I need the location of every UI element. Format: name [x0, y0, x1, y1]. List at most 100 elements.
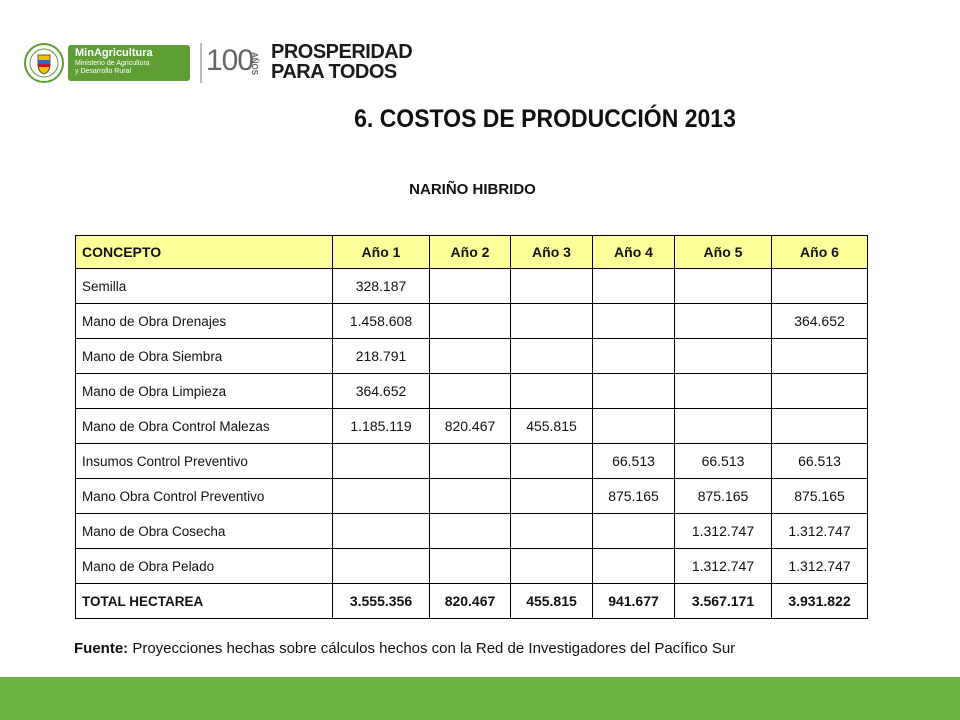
value-cell-year-3 [510, 513, 593, 549]
value-cell-year-4: 941.677 [592, 583, 675, 619]
value-cell-year-3 [510, 373, 593, 409]
concept-cell: Semilla [75, 268, 333, 304]
value-cell-year-4 [592, 268, 675, 304]
value-cell-year-5: 875.165 [674, 478, 772, 514]
column-header-year-3: Año 3 [510, 235, 593, 269]
column-header-year-1: Año 1 [332, 235, 430, 269]
ministry-line1: Ministerio de Agricultura [75, 60, 150, 67]
value-cell-year-3: 455.815 [510, 408, 593, 444]
table-row: Mano de Obra Limpieza 364.652 [75, 373, 868, 409]
ministry-line2: y Desarrollo Rural [75, 68, 132, 75]
value-cell-year-1: 328.187 [332, 268, 430, 304]
value-cell-year-1: 1.458.608 [332, 303, 430, 339]
column-header-concept: CONCEPTO [75, 235, 333, 269]
value-cell-year-5 [674, 338, 772, 374]
value-cell-year-2: 820.467 [429, 408, 511, 444]
value-cell-year-1 [332, 443, 430, 479]
source-label: Fuente: [74, 640, 129, 657]
value-cell-year-2 [429, 513, 511, 549]
value-cell-year-4 [592, 513, 675, 549]
table-header-row: CONCEPTO Año 1 Año 2 Año 3 Año 4 Año 5 Año 6 [75, 235, 868, 269]
concept-cell: Mano de Obra Siembra [75, 338, 333, 374]
value-cell-year-5: 66.513 [674, 443, 772, 479]
logo-divider [200, 43, 202, 83]
value-cell-year-3 [510, 478, 593, 514]
value-cell-year-6 [771, 338, 868, 374]
concept-cell: Mano de Obra Drenajes [75, 303, 333, 339]
value-cell-year-3: 455.815 [510, 583, 593, 619]
value-cell-year-2 [429, 478, 511, 514]
table-row: Mano de Obra Cosecha 1.312.747 1.312.747 [75, 513, 868, 549]
value-cell-year-4 [592, 373, 675, 409]
value-cell-year-1 [332, 548, 430, 584]
table-row: Insumos Control Preventivo 66.513 66.513 66… [75, 443, 868, 479]
centenary-number: 100 [206, 44, 254, 77]
ministry-name: MinAgricultura [75, 47, 153, 59]
value-cell-year-3 [510, 268, 593, 304]
value-cell-year-6: 1.312.747 [771, 513, 868, 549]
value-cell-year-2 [429, 268, 511, 304]
value-cell-year-4: 66.513 [592, 443, 675, 479]
table-row: Mano de Obra Control Malezas 1.185.119 820… [75, 408, 868, 444]
value-cell-year-5 [674, 373, 772, 409]
concept-cell: Mano de Obra Control Malezas [75, 408, 333, 444]
value-cell-year-1: 3.555.356 [332, 583, 430, 619]
slogan-line2: PARA TODOS [271, 61, 397, 83]
table-row: Mano de Obra Pelado 1.312.747 1.312.747 [75, 548, 868, 584]
value-cell-year-6: 66.513 [771, 443, 868, 479]
page-subtitle: NARIÑO HIBRIDO [409, 181, 536, 198]
column-header-year-5: Año 5 [674, 235, 772, 269]
value-cell-year-1 [332, 478, 430, 514]
value-cell-year-4 [592, 338, 675, 374]
costs-table: CONCEPTO Año 1 Año 2 Año 3 Año 4 Año 5 Año 6 S… [75, 235, 868, 619]
concept-cell: Mano de Obra Cosecha [75, 513, 333, 549]
ministry-logo: MinAgricultura Ministerio de Agricultura… [68, 45, 190, 81]
table-row: Semilla 328.187 [75, 268, 868, 304]
table-row: Mano de Obra Siembra 218.791 [75, 338, 868, 374]
concept-cell: Insumos Control Preventivo [75, 443, 333, 479]
value-cell-year-6 [771, 408, 868, 444]
value-cell-year-2: 820.467 [429, 583, 511, 619]
value-cell-year-3 [510, 338, 593, 374]
source-text: Proyecciones hechas sobre cálculos hecho… [128, 640, 736, 657]
value-cell-year-4 [592, 408, 675, 444]
value-cell-year-1: 364.652 [332, 373, 430, 409]
value-cell-year-4: 875.165 [592, 478, 675, 514]
concept-cell: Mano Obra Control Preventivo [75, 478, 333, 514]
value-cell-year-5: 1.312.747 [674, 513, 772, 549]
value-cell-year-5 [674, 303, 772, 339]
value-cell-year-2 [429, 548, 511, 584]
value-cell-year-5: 1.312.747 [674, 548, 772, 584]
value-cell-year-4 [592, 303, 675, 339]
value-cell-year-6: 875.165 [771, 478, 868, 514]
value-cell-year-2 [429, 338, 511, 374]
footer-bar [0, 677, 960, 720]
value-cell-year-5 [674, 268, 772, 304]
table-row: Mano de Obra Drenajes 1.458.608 364.652 [75, 303, 868, 339]
table-row: Mano Obra Control Preventivo 875.165 875.1… [75, 478, 868, 514]
value-cell-year-4 [592, 548, 675, 584]
value-cell-year-6: 364.652 [771, 303, 868, 339]
concept-cell: Mano de Obra Limpieza [75, 373, 333, 409]
prosperity-logo: PROSPERIDAD PARA TODOS [271, 41, 413, 83]
coat-of-arms-icon [24, 43, 64, 83]
value-cell-year-5 [674, 408, 772, 444]
concept-cell: TOTAL HECTAREA [75, 583, 333, 619]
total-row: TOTAL HECTAREA 3.555.356 820.467 455.815 941… [75, 583, 868, 619]
column-header-year-6: Año 6 [771, 235, 868, 269]
value-cell-year-2 [429, 443, 511, 479]
value-cell-year-1: 1.185.119 [332, 408, 430, 444]
value-cell-year-3 [510, 443, 593, 479]
value-cell-year-2 [429, 303, 511, 339]
value-cell-year-6: 3.931.822 [771, 583, 868, 619]
value-cell-year-6: 1.312.747 [771, 548, 868, 584]
value-cell-year-3 [510, 548, 593, 584]
concept-cell: Mano de Obra Pelado [75, 548, 333, 584]
slogan-line1: PROSPERIDAD [271, 41, 413, 63]
source-note: Fuente: Proyecciones hechas sobre cálcul… [74, 640, 735, 657]
value-cell-year-6 [771, 373, 868, 409]
value-cell-year-1 [332, 513, 430, 549]
value-cell-year-6 [771, 268, 868, 304]
value-cell-year-1: 218.791 [332, 338, 430, 374]
value-cell-year-5: 3.567.171 [674, 583, 772, 619]
